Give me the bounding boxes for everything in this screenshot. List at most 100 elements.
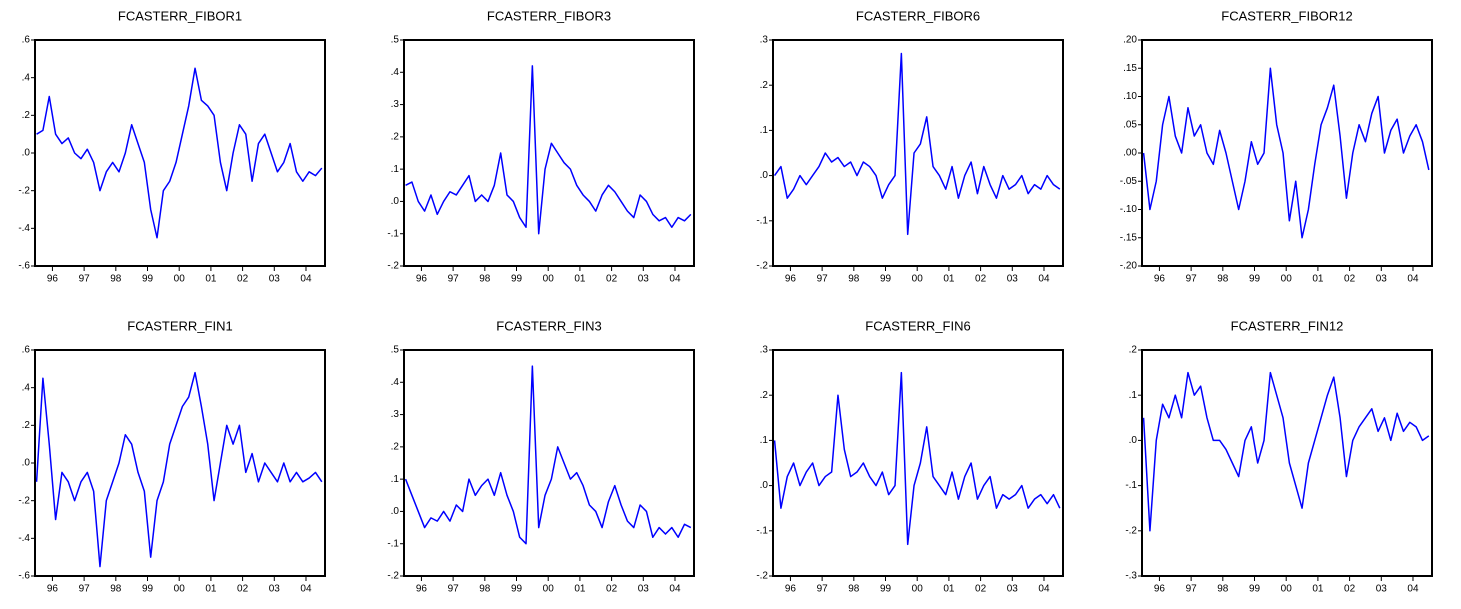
y-tick-label: .05 xyxy=(1123,119,1137,130)
y-tick-label: .0 xyxy=(760,170,769,181)
y-tick-label: -.20 xyxy=(1120,261,1138,272)
x-tick-label: 96 xyxy=(1154,274,1166,285)
x-tick-label: 98 xyxy=(1217,584,1229,595)
x-tick-label: 00 xyxy=(543,584,555,595)
y-tick-label: -.2 xyxy=(18,495,30,506)
plot-frame xyxy=(772,349,1064,577)
y-tick-label: -.6 xyxy=(18,261,30,272)
y-tick-label: .2 xyxy=(760,390,769,401)
x-tick-label: 02 xyxy=(975,584,987,595)
chart-title: FCASTERR_FIN12 xyxy=(1231,318,1344,333)
y-tick-label: .00 xyxy=(1123,148,1137,159)
x-tick-label: 03 xyxy=(638,274,650,285)
x-tick-label: 99 xyxy=(511,584,523,595)
y-tick-label: -.2 xyxy=(756,261,768,272)
y-tick-label: -.3 xyxy=(1125,571,1137,582)
x-tick-label: 04 xyxy=(669,584,681,595)
x-tick-label: 02 xyxy=(1344,584,1356,595)
x-tick-label: 04 xyxy=(1407,584,1419,595)
x-tick-label: 04 xyxy=(1407,274,1419,285)
x-tick-label: 01 xyxy=(574,584,586,595)
y-tick-label: .10 xyxy=(1123,91,1137,102)
plot-frame xyxy=(34,39,326,267)
y-tick-label: .1 xyxy=(1129,390,1138,401)
x-tick-label: 00 xyxy=(1281,274,1293,285)
y-tick-label: .4 xyxy=(391,67,400,78)
series-line xyxy=(1142,67,1430,239)
chart-title: FCASTERR_FIBOR1 xyxy=(118,8,242,23)
x-tick-label: 97 xyxy=(448,274,460,285)
x-tick-label: 01 xyxy=(1312,584,1324,595)
x-tick-label: 97 xyxy=(817,584,829,595)
x-tick-label: 00 xyxy=(1281,584,1293,595)
chart-title: FCASTERR_FIN3 xyxy=(496,318,601,333)
y-tick-label: -.2 xyxy=(387,571,399,582)
x-tick-label: 04 xyxy=(1038,274,1050,285)
x-tick-label: 01 xyxy=(943,274,955,285)
y-tick-label: -.2 xyxy=(1125,525,1137,536)
y-tick-label: .2 xyxy=(391,131,400,142)
x-tick-label: 03 xyxy=(269,274,281,285)
y-tick-label: -.4 xyxy=(18,223,30,234)
x-tick-label: 97 xyxy=(79,274,91,285)
y-tick-label: .0 xyxy=(760,480,769,491)
x-tick-label: 00 xyxy=(912,584,924,595)
y-tick-label: .5 xyxy=(391,345,400,356)
x-tick-label: 04 xyxy=(1038,584,1050,595)
x-tick-label: 04 xyxy=(300,274,312,285)
plot-frame xyxy=(403,39,695,267)
y-tick-label: .1 xyxy=(391,474,400,485)
x-tick-label: 99 xyxy=(880,584,892,595)
x-tick-label: 99 xyxy=(1249,584,1261,595)
y-tick-label: -.1 xyxy=(387,538,399,549)
x-tick-label: 02 xyxy=(237,584,249,595)
y-tick-label: .2 xyxy=(22,420,31,431)
chart-title: FCASTERR_FIBOR3 xyxy=(487,8,611,23)
series-line xyxy=(773,371,1061,546)
y-tick-label: .4 xyxy=(22,72,31,83)
series-line xyxy=(773,52,1061,236)
y-tick-label: .1 xyxy=(391,164,400,175)
x-tick-label: 03 xyxy=(638,584,650,595)
y-tick-label: .3 xyxy=(391,99,400,110)
y-tick-label: -.2 xyxy=(756,571,768,582)
y-tick-label: .0 xyxy=(22,148,31,159)
plot-frame xyxy=(1141,39,1433,267)
y-tick-label: -.1 xyxy=(756,215,768,226)
series-line xyxy=(1142,371,1430,532)
y-tick-label: -.2 xyxy=(18,185,30,196)
y-tick-label: .20 xyxy=(1123,35,1137,46)
x-tick-label: 99 xyxy=(511,274,523,285)
y-tick-label: .2 xyxy=(760,80,769,91)
x-tick-label: 98 xyxy=(848,584,860,595)
y-tick-label: .3 xyxy=(391,409,400,420)
plot-frame xyxy=(403,349,695,577)
y-tick-label: -.1 xyxy=(387,228,399,239)
chart-title: FCASTERR_FIN1 xyxy=(127,318,232,333)
x-tick-label: 01 xyxy=(943,584,955,595)
x-tick-label: 04 xyxy=(300,584,312,595)
x-tick-label: 96 xyxy=(1154,584,1166,595)
x-tick-label: 03 xyxy=(1007,584,1019,595)
x-tick-label: 02 xyxy=(606,274,618,285)
y-tick-label: .3 xyxy=(760,345,769,356)
y-tick-label: .0 xyxy=(22,458,31,469)
x-tick-label: 96 xyxy=(47,584,59,595)
x-tick-label: 99 xyxy=(142,584,154,595)
x-tick-label: 97 xyxy=(1186,274,1198,285)
x-tick-label: 01 xyxy=(205,274,217,285)
x-tick-label: 00 xyxy=(912,274,924,285)
y-tick-label: -.1 xyxy=(1125,480,1137,491)
y-tick-label: -.6 xyxy=(18,571,30,582)
x-tick-label: 00 xyxy=(174,584,186,595)
x-tick-label: 97 xyxy=(448,584,460,595)
y-tick-label: .4 xyxy=(391,377,400,388)
y-tick-label: -.4 xyxy=(18,533,30,544)
x-tick-label: 99 xyxy=(880,274,892,285)
x-tick-label: 02 xyxy=(975,274,987,285)
y-tick-label: -.05 xyxy=(1120,176,1138,187)
x-tick-label: 03 xyxy=(269,584,281,595)
y-tick-label: .2 xyxy=(391,441,400,452)
x-tick-label: 97 xyxy=(79,584,91,595)
y-tick-label: .1 xyxy=(760,125,769,136)
